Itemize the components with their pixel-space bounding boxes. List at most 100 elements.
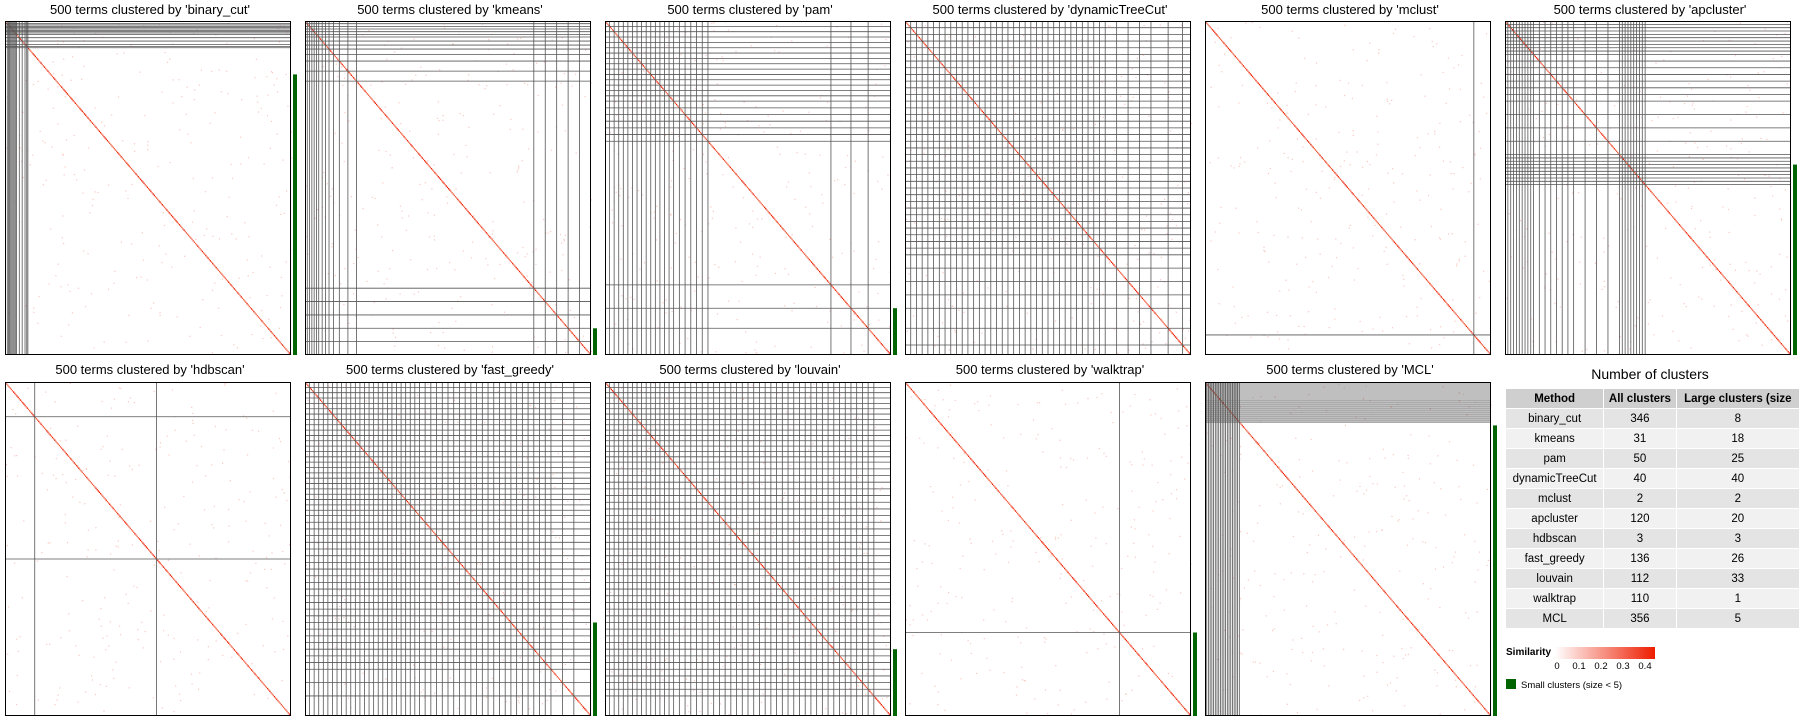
- method-cell: apcluster: [1504, 508, 1605, 529]
- small-clusters-bar: [893, 649, 897, 716]
- cluster-boundaries: [605, 21, 891, 355]
- all-clusters-cell: 3: [1603, 528, 1677, 549]
- cluster-boundaries: [905, 21, 1191, 355]
- small-clusters-bar: [1793, 164, 1797, 355]
- panel-title: 500 terms clustered by 'louvain': [659, 362, 841, 377]
- panel-title: 500 terms clustered by 'apcluster': [1553, 2, 1747, 17]
- similarity-tick: 0.1: [1572, 661, 1585, 672]
- cluster-boundaries: [1205, 21, 1491, 355]
- table-row: walktrap 110 1: [1504, 588, 1800, 609]
- large-clusters-cell: 40: [1675, 468, 1800, 489]
- column-header-method: Method: [1504, 388, 1605, 409]
- table-row: pam 50 25: [1504, 448, 1800, 469]
- all-clusters-cell: 120: [1603, 508, 1677, 529]
- cluster-boundaries: [5, 21, 291, 355]
- similarity-tick: 0.4: [1638, 661, 1651, 672]
- heatmap-fast-greedy: [305, 382, 597, 716]
- heatmap-frame: [605, 382, 891, 716]
- heatmap-binary-cut: [5, 21, 297, 355]
- table-title: Number of clusters: [1591, 366, 1709, 382]
- diagonal-cells: [5, 382, 292, 716]
- all-clusters-cell: 346: [1603, 408, 1677, 429]
- panel-title: 500 terms clustered by 'hdbscan': [55, 362, 245, 377]
- cluster-boundaries: [305, 382, 591, 716]
- cluster-boundaries: [305, 21, 591, 355]
- heatmap-frame: [905, 21, 1191, 355]
- heatmap-mcl: [1205, 382, 1497, 716]
- panel-title: 500 terms clustered by 'fast_greedy': [345, 362, 554, 377]
- table-header-row: Method All clusters Large clusters (size: [1504, 388, 1800, 409]
- cluster-boundaries: [5, 382, 291, 716]
- heatmap-mclust: [1205, 21, 1492, 355]
- panel-title: 500 terms clustered by 'MCL': [1266, 362, 1434, 377]
- diagonal-cells: [905, 382, 1192, 716]
- table-row: kmeans 31 18: [1504, 428, 1800, 449]
- heatmap-frame: [905, 382, 1191, 716]
- large-clusters-cell: 1: [1675, 588, 1800, 609]
- small-clusters-bar: [593, 328, 597, 355]
- all-clusters-cell: 110: [1603, 588, 1677, 609]
- large-clusters-cell: 3: [1675, 528, 1800, 549]
- small-clusters-bar: [293, 74, 297, 355]
- method-cell: MCL: [1504, 608, 1605, 629]
- table-row: hdbscan 3 3: [1504, 528, 1800, 549]
- heatmap-frame: [305, 382, 591, 716]
- diagonal-cells: [605, 21, 892, 355]
- heatmap-apcluster: [1505, 21, 1797, 355]
- heatmap-louvain: [605, 382, 897, 716]
- cluster-count-table: Method All clusters Large clusters (size…: [1504, 388, 1800, 629]
- heatmap-walktrap: [905, 382, 1197, 716]
- column-header-all-clusters: All clusters: [1603, 388, 1677, 409]
- large-clusters-cell: 20: [1675, 508, 1800, 529]
- method-cell: binary_cut: [1504, 408, 1605, 429]
- panel-title: 500 terms clustered by 'walktrap': [955, 362, 1145, 377]
- small-clusters-bar: [1193, 632, 1197, 716]
- similarity-tick: 0.3: [1616, 661, 1629, 672]
- cluster-boundaries: [1205, 382, 1491, 716]
- all-clusters-cell: 50: [1603, 448, 1677, 469]
- method-cell: louvain: [1504, 568, 1605, 589]
- large-clusters-cell: 2: [1675, 488, 1800, 509]
- diagonal-cells: [1205, 382, 1492, 716]
- diagonal-cells: [1505, 21, 1792, 355]
- method-cell: hdbscan: [1504, 528, 1605, 549]
- small-clusters-bar: [1493, 425, 1497, 716]
- table-row: louvain 112 33: [1504, 568, 1800, 589]
- table-row: dynamicTreeCut 40 40: [1504, 468, 1800, 489]
- heatmap-hdbscan: [5, 382, 292, 716]
- large-clusters-cell: 25: [1675, 448, 1800, 469]
- small-clusters-label: Small clusters (size < 5): [1521, 680, 1622, 691]
- diagonal-cells: [5, 21, 292, 355]
- small-clusters-bar: [593, 622, 597, 716]
- table-row: apcluster 120 20: [1504, 508, 1800, 529]
- panel-title: 500 terms clustered by 'dynamicTreeCut': [932, 2, 1168, 17]
- similarity-noise: [905, 24, 1192, 355]
- similarity-color-ramp: [1555, 647, 1655, 659]
- all-clusters-cell: 40: [1603, 468, 1677, 489]
- method-cell: dynamicTreeCut: [1504, 468, 1605, 489]
- heatmap-frame: [1505, 21, 1791, 355]
- diagonal-cells: [305, 382, 592, 716]
- heatmap-frame: [5, 21, 291, 355]
- diagonal-cells: [1205, 21, 1492, 355]
- table-row: mclust 2 2: [1504, 488, 1800, 509]
- similarity-legend-title: Similarity: [1506, 647, 1551, 658]
- heatmap-pam: [605, 21, 897, 355]
- table-row: fast_greedy 136 26: [1504, 548, 1800, 569]
- method-cell: pam: [1504, 448, 1605, 469]
- large-clusters-cell: 18: [1675, 428, 1800, 449]
- similarity-noise: [5, 382, 291, 713]
- table-row: MCL 356 5: [1504, 608, 1800, 629]
- method-cell: mclust: [1504, 488, 1605, 509]
- heatmap-frame: [1205, 382, 1491, 716]
- heatmap-frame: [1205, 21, 1491, 355]
- cluster-boundaries: [905, 382, 1191, 716]
- panel-title: 500 terms clustered by 'pam': [667, 2, 833, 17]
- table-row: binary_cut 346 8: [1504, 408, 1800, 429]
- small-clusters-legend: Small clusters (size < 5): [1506, 679, 1622, 691]
- heatmap-kmeans: [305, 21, 597, 355]
- method-cell: fast_greedy: [1504, 548, 1605, 569]
- method-cell: kmeans: [1504, 428, 1605, 449]
- all-clusters-cell: 2: [1603, 488, 1677, 509]
- heatmap-frame: [5, 382, 291, 716]
